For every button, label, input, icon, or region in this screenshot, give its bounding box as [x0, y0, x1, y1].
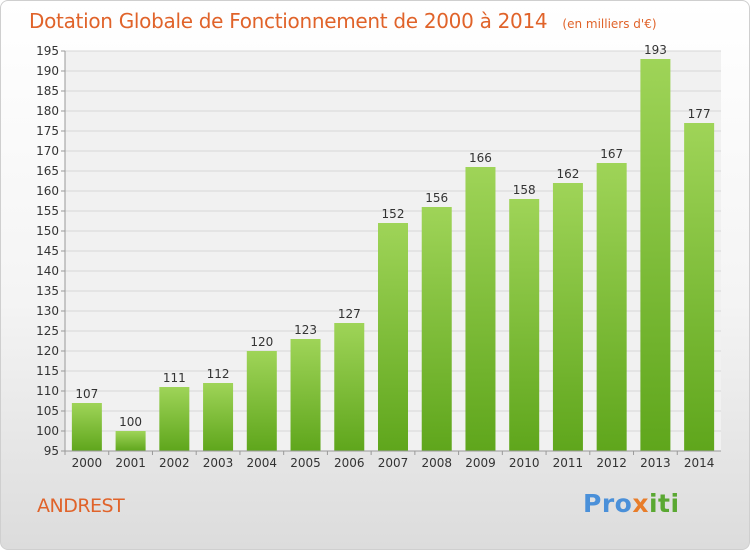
bar-2005: [290, 339, 321, 451]
bar-2011: [552, 183, 583, 451]
bar-value-label: 158: [513, 183, 536, 197]
bar-value-label: 120: [250, 335, 273, 349]
x-tick-label: 2005: [290, 456, 321, 470]
y-tick-label: 115: [36, 364, 59, 378]
y-tick-label: 190: [36, 64, 59, 78]
x-tick-label: 2001: [115, 456, 146, 470]
y-tick-label: 170: [36, 144, 59, 158]
y-tick-label: 150: [36, 224, 59, 238]
y-tick-label: 155: [36, 204, 59, 218]
bar-2008: [421, 207, 452, 451]
bar-2001: [115, 431, 146, 451]
chart-title-group: Dotation Globale de Fonctionnement de 20…: [29, 9, 657, 33]
y-tick-label: 180: [36, 104, 59, 118]
x-tick-label: 2012: [596, 456, 627, 470]
x-tick-label: 2004: [247, 456, 278, 470]
bar-2012: [596, 163, 627, 451]
bar-2000: [71, 403, 102, 451]
bars: 107 100 111 112 120 123 127 152 156 166 158 162 167 1…: [71, 43, 715, 451]
x-tick-label: 2006: [334, 456, 365, 470]
y-tick-label: 95: [44, 444, 59, 458]
bar-value-label: 156: [425, 191, 448, 205]
bar-2013: [640, 59, 671, 451]
y-tick-label: 100: [36, 424, 59, 438]
bar-2010: [509, 199, 540, 451]
bar-2007: [378, 223, 408, 451]
bar-2003: [203, 383, 234, 451]
proxiti-logo: Proxiti: [583, 489, 680, 518]
bar-value-label: 100: [119, 415, 142, 429]
bar-value-label: 107: [75, 387, 98, 401]
logo-part-3: iti: [648, 489, 680, 518]
commune-name: ANDREST: [37, 495, 125, 517]
bar-2004: [246, 351, 277, 451]
chart-title: Dotation Globale de Fonctionnement de 20…: [29, 9, 548, 33]
x-tick-label: 2013: [640, 456, 671, 470]
logo-part-1: Pro: [583, 489, 633, 518]
bar-value-label: 193: [644, 43, 667, 57]
bar-value-label: 123: [294, 323, 317, 337]
bar-value-label: 112: [207, 367, 230, 381]
y-tick-label: 145: [36, 244, 59, 258]
x-tick-label: 2010: [509, 456, 540, 470]
bar-2009: [465, 167, 496, 451]
x-axis-ticks: 2000 2001 2002 2003 2004 2005 2006 2007 2008 2009…: [64, 451, 715, 470]
x-tick-label: 2009: [465, 456, 496, 470]
bar-value-label: 177: [688, 107, 711, 121]
y-tick-label: 110: [36, 384, 59, 398]
bar-2002: [159, 387, 190, 451]
x-tick-label: 2002: [159, 456, 190, 470]
y-tick-label: 165: [36, 164, 59, 178]
x-tick-label: 2000: [72, 456, 103, 470]
y-tick-label: 105: [36, 404, 59, 418]
x-tick-label: 2003: [203, 456, 234, 470]
y-tick-label: 195: [36, 44, 59, 58]
logo-part-2: x: [632, 489, 649, 518]
bar-value-label: 166: [469, 151, 492, 165]
bar-2014: [684, 123, 715, 451]
y-tick-label: 130: [36, 304, 59, 318]
bar-value-label: 127: [338, 307, 361, 321]
y-tick-label: 135: [36, 284, 59, 298]
x-tick-label: 2011: [553, 456, 584, 470]
y-tick-label: 160: [36, 184, 59, 198]
y-tick-label: 185: [36, 84, 59, 98]
y-axis-ticks: 95 100 105 110 115 120 125 130 135 140 145 150 155 16…: [36, 44, 65, 458]
bar-value-label: 152: [382, 207, 405, 221]
y-tick-label: 120: [36, 344, 59, 358]
bar-value-label: 111: [163, 371, 186, 385]
y-tick-label: 175: [36, 124, 59, 138]
bar-value-label: 167: [600, 147, 623, 161]
x-tick-label: 2007: [378, 456, 409, 470]
x-tick-label: 2014: [684, 456, 715, 470]
x-tick-label: 2008: [421, 456, 452, 470]
bar-2006: [334, 323, 365, 451]
unit-label: (en milliers d'€): [562, 17, 657, 31]
bar-value-label: 162: [556, 167, 579, 181]
y-tick-label: 125: [36, 324, 59, 338]
y-tick-label: 140: [36, 264, 59, 278]
